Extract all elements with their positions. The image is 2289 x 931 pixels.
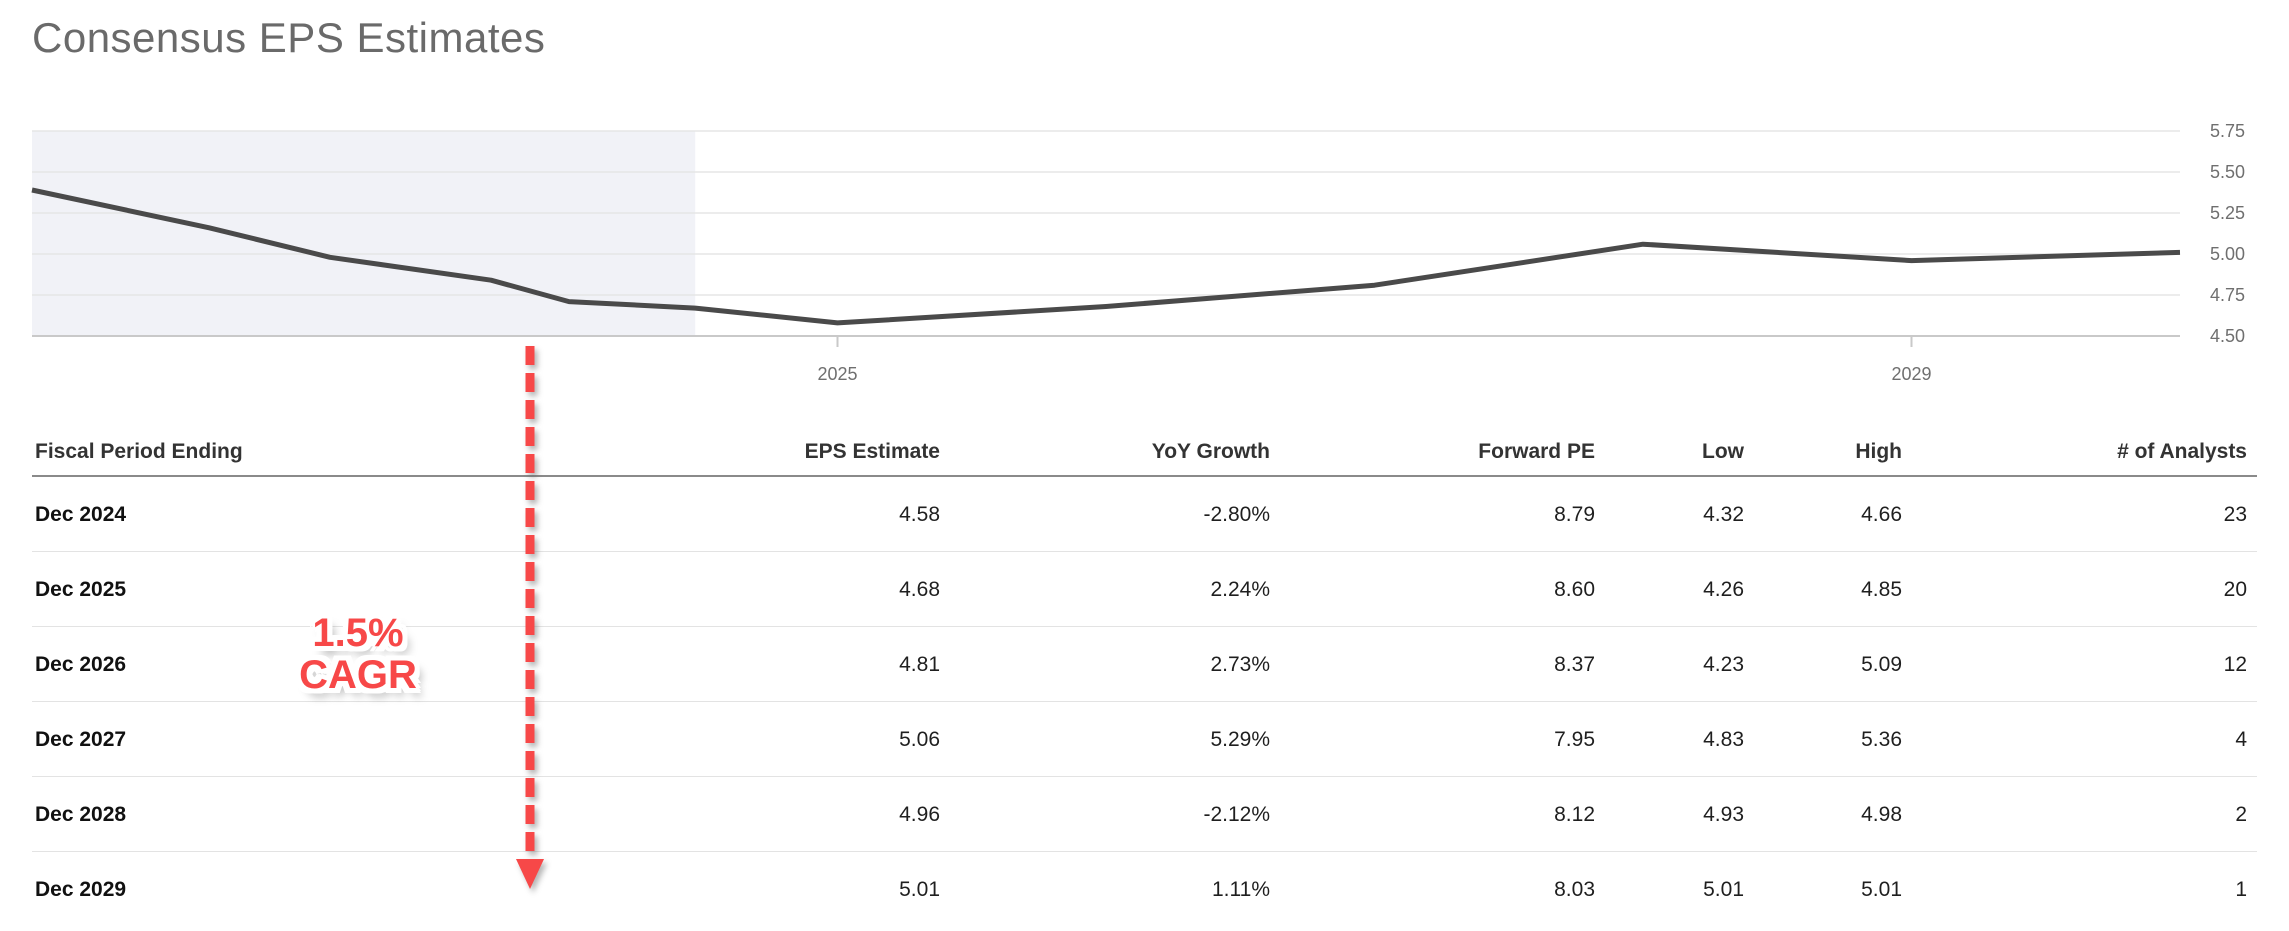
column-header-eps-estimate: EPS Estimate — [804, 440, 940, 463]
fiscal-period-cell: Dec 2027 — [35, 728, 127, 751]
table-row: Dec 2026 4.81 2.73% 8.37 4.23 5.09 12 — [32, 627, 2257, 702]
high-cell: 4.98 — [1861, 803, 1902, 826]
table-header-row: Fiscal Period Ending EPS Estimate YoY Gr… — [32, 427, 2257, 477]
yoy-cell: 2.24% — [1210, 578, 1270, 601]
eps-forecast-chart: 5.75 5.50 5.25 5.00 4.75 4.50 2025 2029 — [31, 121, 2245, 384]
column-header-high: High — [1855, 440, 1902, 463]
table-row: Dec 2028 4.96 -2.12% 8.12 4.93 4.98 2 — [32, 777, 2257, 852]
y-axis-tick-label: 5.75 — [2210, 121, 2245, 141]
yoy-cell: 1.11% — [1212, 878, 1270, 901]
y-axis-tick-label: 5.50 — [2210, 162, 2245, 182]
low-cell: 4.32 — [1703, 503, 1744, 526]
eps-cell: 5.01 — [899, 878, 940, 901]
low-cell: 4.83 — [1703, 728, 1744, 751]
high-cell: 5.09 — [1861, 653, 1902, 676]
column-header-yoy-growth: YoY Growth — [1151, 440, 1270, 463]
eps-cell: 4.68 — [899, 578, 940, 601]
column-header-forward-pe: Forward PE — [1478, 440, 1595, 463]
column-header-fiscal-period-ending: Fiscal Period Ending — [35, 440, 243, 463]
eps-cell: 5.06 — [899, 728, 940, 751]
analysts-cell: 23 — [2223, 503, 2247, 526]
fiscal-period-cell: Dec 2028 — [35, 803, 127, 826]
column-header-low: Low — [1702, 440, 1744, 463]
analysts-cell: 20 — [2223, 578, 2247, 601]
table-row: Dec 2025 4.68 2.24% 8.60 4.26 4.85 20 — [32, 552, 2257, 627]
analysts-cell: 1 — [2235, 878, 2247, 901]
cagr-value: 1.5% — [312, 611, 404, 655]
low-cell: 4.23 — [1703, 653, 1744, 676]
table-row: Dec 2024 4.58 -2.80% 8.79 4.32 4.66 23 — [32, 477, 2257, 552]
fiscal-period-cell: Dec 2026 — [35, 653, 127, 676]
estimates-table: Fiscal Period Ending EPS Estimate YoY Gr… — [32, 427, 2257, 927]
yoy-cell: -2.80% — [1203, 503, 1270, 526]
eps-cell: 4.58 — [899, 503, 940, 526]
high-cell: 4.66 — [1861, 503, 1902, 526]
pe-cell: 8.37 — [1554, 653, 1595, 676]
low-cell: 5.01 — [1703, 878, 1744, 901]
low-cell: 4.26 — [1703, 578, 1744, 601]
x-axis-tick-label: 2025 — [817, 364, 857, 384]
fiscal-period-cell: Dec 2025 — [35, 578, 127, 601]
analysts-cell: 2 — [2235, 803, 2247, 826]
eps-line — [31, 187, 2181, 326]
yoy-cell: -2.12% — [1203, 803, 1270, 826]
x-axis-tick-label: 2029 — [1891, 364, 1931, 384]
table-row: Dec 2027 5.06 5.29% 7.95 4.83 5.36 4 — [32, 702, 2257, 777]
table-body: Dec 2024 4.58 -2.80% 8.79 4.32 4.66 23 Dec 2025… — [32, 477, 2257, 927]
low-cell: 4.93 — [1703, 803, 1744, 826]
eps-cell: 4.81 — [899, 653, 940, 676]
analysts-cell: 4 — [2235, 728, 2247, 751]
y-axis-tick-label: 4.50 — [2210, 326, 2245, 346]
y-axis-tick-label: 5.25 — [2210, 203, 2245, 223]
fiscal-period-cell: Dec 2029 — [35, 878, 127, 901]
eps-cell: 4.96 — [899, 803, 940, 826]
pe-cell: 8.03 — [1554, 878, 1595, 901]
pe-cell: 8.79 — [1554, 503, 1595, 526]
cagr-caption: CAGR — [299, 653, 417, 697]
y-axis-tick-label: 4.75 — [2210, 285, 2245, 305]
pe-cell: 7.95 — [1554, 728, 1595, 751]
high-cell: 5.36 — [1861, 728, 1902, 751]
yoy-cell: 5.29% — [1210, 728, 1270, 751]
column-header-num-analysts: # of Analysts — [2117, 440, 2247, 463]
pe-cell: 8.60 — [1554, 578, 1595, 601]
pe-cell: 8.12 — [1554, 803, 1595, 826]
high-cell: 4.85 — [1861, 578, 1902, 601]
page-title: Consensus EPS Estimates — [32, 14, 546, 61]
high-cell: 5.01 — [1861, 878, 1902, 901]
table-row: Dec 2029 5.01 1.11% 8.03 5.01 5.01 1 — [32, 852, 2257, 927]
y-axis-tick-label: 5.00 — [2210, 244, 2245, 264]
analysts-cell: 12 — [2223, 653, 2247, 676]
cagr-annotation-label: 1.5% CAGR — [238, 612, 478, 696]
yoy-cell: 2.73% — [1210, 653, 1270, 676]
fiscal-period-cell: Dec 2024 — [35, 503, 127, 526]
